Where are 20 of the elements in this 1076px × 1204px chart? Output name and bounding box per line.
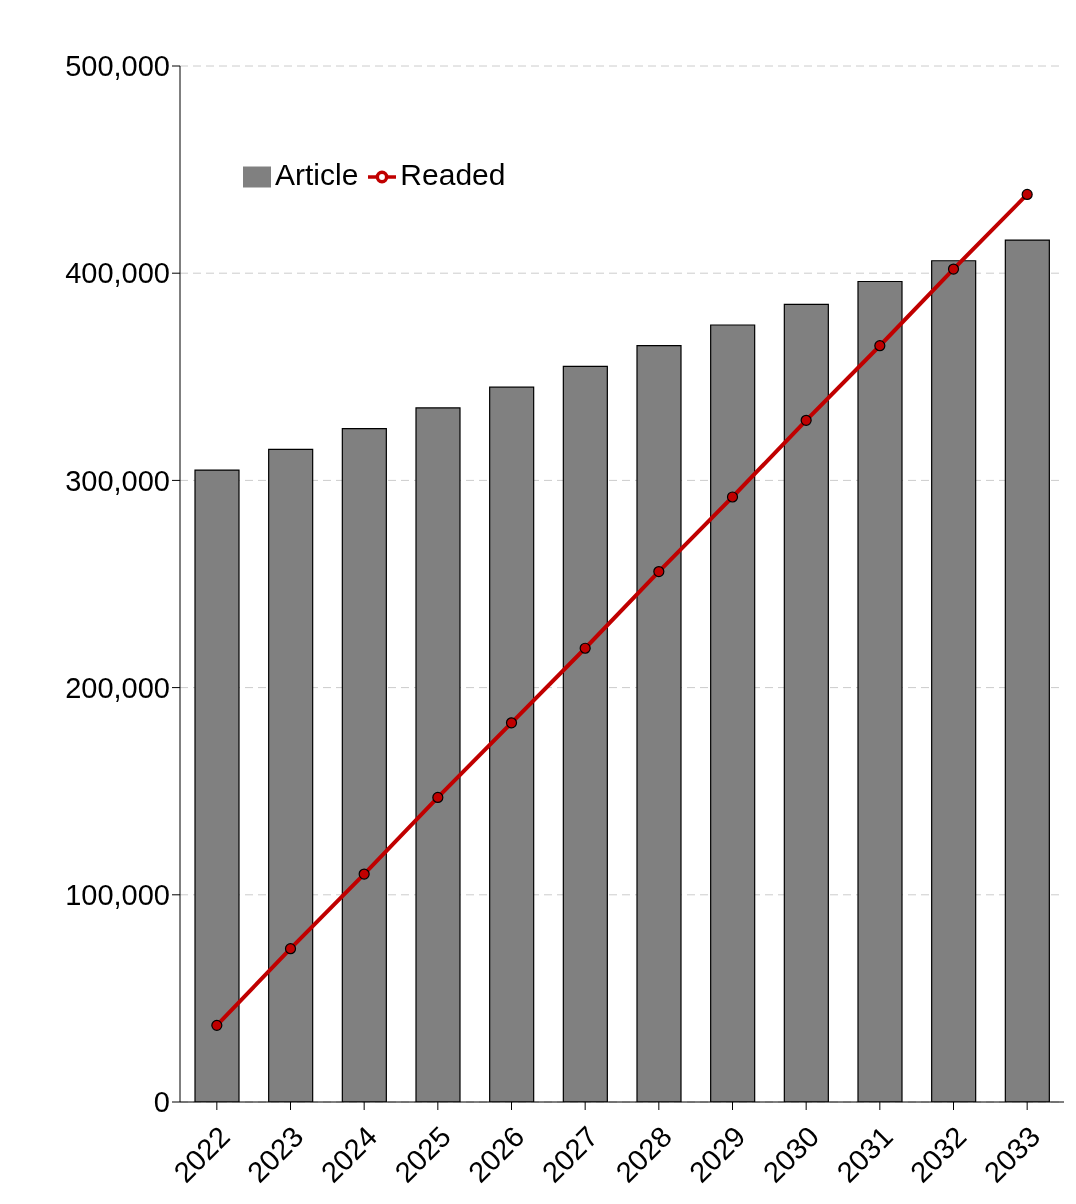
point: [211, 1019, 223, 1031]
point: [505, 717, 518, 729]
point: [653, 565, 665, 578]
point: [284, 943, 297, 955]
point: [874, 340, 886, 352]
y-tick-label: 400,000: [65, 257, 170, 290]
legend-label: Readed: [400, 158, 506, 191]
y-tick-label: 300,000: [65, 464, 170, 497]
point: [1021, 188, 1033, 201]
point: [579, 642, 591, 654]
legend-label: Article: [275, 158, 359, 191]
y-tick-label: 500,000: [65, 50, 170, 83]
point: [800, 414, 812, 426]
point: [726, 491, 739, 503]
y-tick-label: 100,000: [65, 879, 170, 912]
point: [432, 791, 444, 804]
y-tick-label: 200,000: [65, 671, 170, 704]
y-tick-label: 0: [153, 1086, 170, 1119]
point: [358, 868, 370, 880]
point: [947, 263, 960, 275]
